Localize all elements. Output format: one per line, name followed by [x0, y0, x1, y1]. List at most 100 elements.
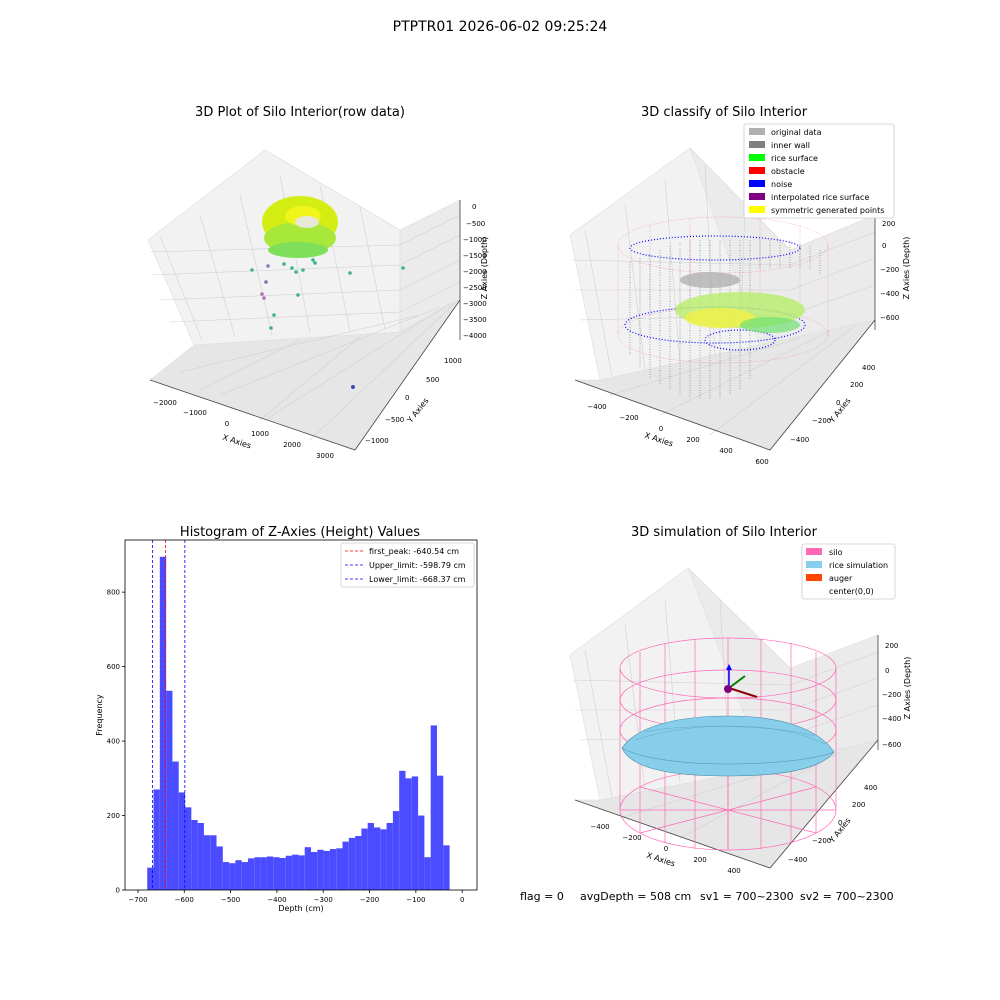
- svg-text:−2000: −2000: [153, 399, 177, 407]
- legend-swatch-rice-sim: [806, 561, 822, 568]
- svg-text:−600: −600: [882, 741, 901, 749]
- legend-symmetric: symmetric generated points: [771, 206, 884, 215]
- svg-text:−1000: −1000: [183, 409, 207, 417]
- panel4-zlabel: Z Axies (Depth): [903, 657, 912, 720]
- panel2-title: 3D classify of Silo Interior: [641, 105, 808, 120]
- histogram-bar: [292, 854, 299, 890]
- panel1-z-ticks: 0 −500 −1000 −1500 −2000 −2500 −3000 −35…: [463, 203, 487, 340]
- panel-raw-data: 3D Plot of Silo Interior(row data): [147, 105, 489, 460]
- legend-auger: auger: [829, 574, 853, 583]
- histogram-bar: [166, 690, 173, 890]
- svg-text:−200: −200: [812, 417, 831, 425]
- histogram-bar: [229, 863, 236, 890]
- panel2-z-ticks: 200 0 −200 −400 −600: [880, 220, 899, 322]
- histogram-bar: [235, 860, 242, 890]
- legend-swatch-original: [749, 128, 765, 135]
- histogram-bar: [348, 837, 356, 890]
- histogram-bar: [191, 820, 198, 890]
- histogram-bar: [436, 775, 444, 890]
- svg-text:2000: 2000: [283, 441, 301, 449]
- svg-text:−200: −200: [880, 266, 899, 274]
- svg-text:−400: −400: [790, 436, 809, 444]
- histogram-bar: [153, 789, 160, 890]
- legend-rice-surface: rice surface: [771, 154, 818, 163]
- legend-center: center(0,0): [829, 587, 874, 596]
- panel2-y-ticks: −400 −200 0 200 400: [790, 364, 875, 444]
- histogram-bar: [342, 841, 349, 890]
- svg-text:−400: −400: [587, 403, 606, 411]
- histogram-y-tick-label: 0: [116, 887, 120, 895]
- histogram-bar: [443, 845, 450, 890]
- legend-swatch-symmetric: [749, 206, 765, 213]
- svg-text:−500: −500: [466, 220, 485, 228]
- svg-text:−400: −400: [882, 715, 901, 723]
- histogram-bar: [424, 857, 431, 890]
- panel1-axes-box: [147, 149, 461, 451]
- histogram-bar: [197, 822, 204, 890]
- svg-text:400: 400: [862, 364, 875, 372]
- histogram-bar: [147, 867, 154, 890]
- svg-text:0: 0: [882, 242, 886, 250]
- histogram-bar: [216, 846, 223, 890]
- histogram-x-tick-label: −300: [314, 896, 333, 904]
- figure-suptitle: PTPTR01 2026-06-02 09:25:24: [393, 19, 608, 35]
- legend-swatch-interpolated: [749, 193, 765, 200]
- svg-text:500: 500: [426, 376, 439, 384]
- panel1-zlabel: Z Axies (Depth): [480, 237, 489, 300]
- histogram-bars: [147, 556, 450, 890]
- svg-text:400: 400: [719, 447, 732, 455]
- histogram-y-ticks: 0 200 400 600 800: [107, 589, 125, 895]
- legend-swatch-inner-wall: [749, 141, 765, 148]
- svg-text:−400: −400: [880, 290, 899, 298]
- legend-rice-simulation: rice simulation: [829, 561, 888, 570]
- panel2-silo-wire: [617, 216, 829, 364]
- panel1-y-ticks: −1000 −500 0 500 1000: [365, 357, 462, 445]
- svg-text:−600: −600: [880, 314, 899, 322]
- legend-swatch-obstacle: [749, 167, 765, 174]
- svg-text:−500: −500: [385, 416, 404, 424]
- legend-swatch-noise: [749, 180, 765, 187]
- panel4-auger: [724, 664, 758, 698]
- legend-original-data: original data: [771, 128, 822, 137]
- histogram-x-tick-label: −400: [267, 896, 286, 904]
- histogram-bar: [386, 822, 393, 890]
- histogram-bar: [172, 761, 179, 890]
- histogram-bar: [392, 811, 400, 890]
- histogram-bar: [373, 827, 381, 890]
- histogram-x-tick-label: −600: [175, 896, 194, 904]
- legend-swatch-rice: [749, 154, 765, 161]
- legend-obstacle: obstacle: [771, 167, 805, 176]
- histogram-bar: [241, 862, 249, 890]
- histogram-bar: [355, 836, 362, 890]
- histogram-bar: [203, 835, 211, 890]
- histogram-bar: [430, 725, 437, 890]
- histogram-bar: [248, 858, 255, 890]
- svg-text:0: 0: [664, 845, 668, 853]
- panel4-rice-simulation: [621, 715, 835, 777]
- svg-text:−1000: −1000: [463, 236, 487, 244]
- panel4-x-ticks: −400 −200 0 200 400: [590, 823, 740, 875]
- histogram-bar: [159, 556, 167, 890]
- histogram-bar: [311, 852, 318, 890]
- histogram-y-tick-label: 800: [107, 589, 120, 597]
- histogram-bar: [178, 792, 186, 890]
- histogram-x-ticks: −700 −600 −500 −400 −300 −200 −100 0: [128, 890, 464, 904]
- histogram-y-tick-label: 600: [107, 663, 120, 671]
- panel4-xlabel: X Axies: [645, 851, 676, 869]
- histogram-bar: [367, 822, 374, 890]
- panel1-outlier-points: [250, 258, 405, 389]
- svg-text:0: 0: [659, 425, 663, 433]
- svg-text:−1000: −1000: [365, 437, 389, 445]
- histogram-x-tick-label: −200: [360, 896, 379, 904]
- histogram-bar: [222, 862, 230, 890]
- legend-first-peak: first_peak: -640.54 cm: [369, 547, 459, 556]
- panel2-legend: original data inner wall rice surface ob…: [743, 123, 895, 219]
- panel4-z-ticks: 200 0 −200 −400 −600: [882, 642, 901, 749]
- status-footer: flag = 0 avgDepth = 508 cm sv1 = 700~230…: [520, 890, 894, 903]
- histogram-bar: [260, 857, 267, 890]
- panel4-title: 3D simulation of Silo Interior: [631, 525, 818, 540]
- panel2-noise-points: [624, 235, 806, 351]
- histogram-bar: [266, 856, 274, 890]
- panel1-rice-blob: [262, 196, 338, 258]
- histogram-x-tick-label: −700: [128, 896, 147, 904]
